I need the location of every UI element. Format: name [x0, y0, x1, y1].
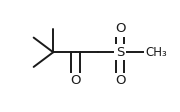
Text: O: O [115, 74, 125, 87]
Text: CH₃: CH₃ [145, 46, 167, 59]
Text: O: O [115, 23, 125, 36]
Text: O: O [70, 74, 81, 87]
Text: S: S [116, 46, 124, 59]
